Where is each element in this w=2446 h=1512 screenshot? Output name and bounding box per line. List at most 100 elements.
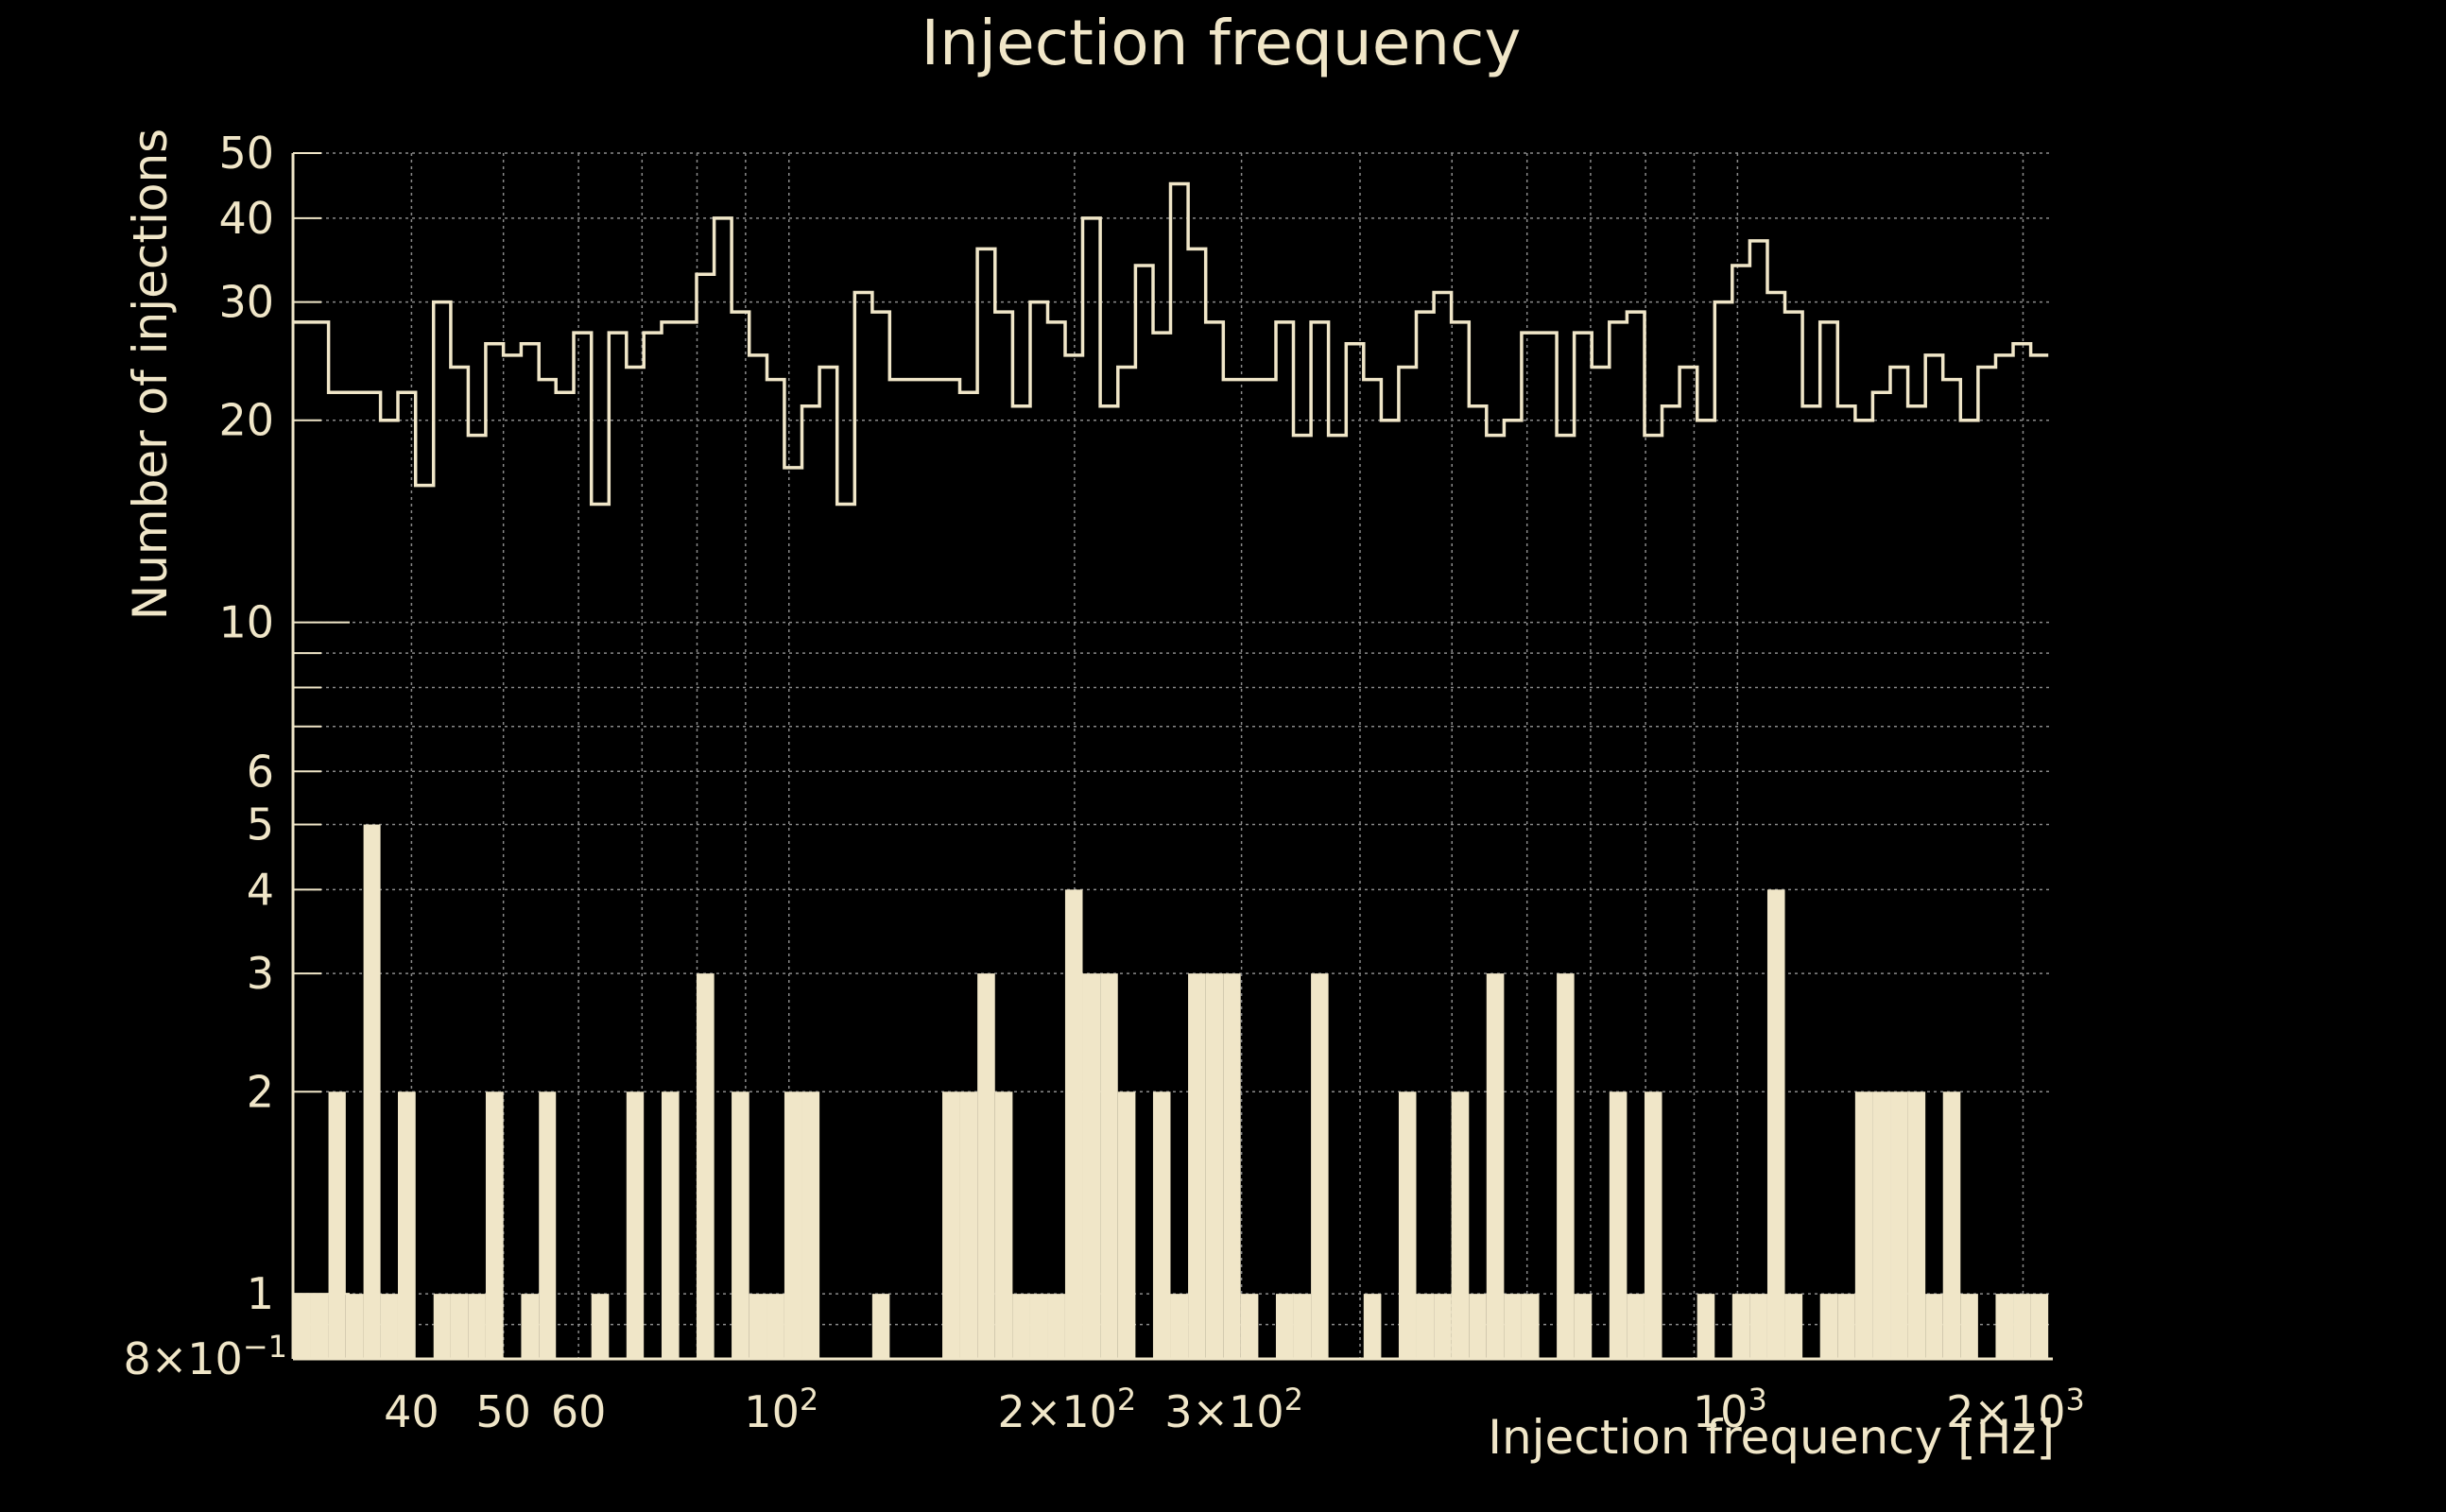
histogram-bar: [1363, 1294, 1382, 1359]
histogram-bar: [1574, 1294, 1593, 1359]
chart-title: Injection frequency: [922, 7, 1522, 79]
y-tick-labels: 8×10−1 1 2 3 4 56 10 20 30 40 50: [123, 128, 287, 1384]
histogram-bar: [1521, 1294, 1540, 1359]
x-tick-label: 50: [475, 1386, 531, 1437]
x-tick-label: 60: [551, 1386, 607, 1437]
axes: [291, 152, 2053, 1361]
histogram-bar: [749, 1294, 767, 1359]
step-line: [293, 181, 2049, 507]
histogram-bar: [626, 1091, 645, 1359]
histogram-bar: [1942, 1091, 1961, 1359]
y-tick-label: 8×10−1: [123, 1329, 287, 1384]
histogram-bar: [1064, 889, 1083, 1359]
histogram-bar: [1925, 1294, 1943, 1359]
y-tick-label: 20: [218, 395, 274, 446]
histogram-bar: [1152, 1091, 1171, 1359]
y-tick-label: 2: [247, 1066, 274, 1117]
x-tick-label: 40: [384, 1386, 439, 1437]
histogram-bar: [591, 1294, 610, 1359]
histogram-bar: [1960, 1294, 1978, 1359]
histogram-bar: [2030, 1294, 2049, 1359]
filled-histogram: [293, 824, 2049, 1359]
y-tick-label: 3: [247, 948, 274, 999]
histogram-bar: [363, 824, 381, 1359]
y-tick-label: 6: [247, 746, 274, 797]
histogram-bar: [661, 1091, 680, 1359]
histogram-bar: [959, 1091, 978, 1359]
y-tick-label: 1: [247, 1268, 274, 1319]
histogram-bar: [293, 1294, 311, 1359]
histogram-bar: [2013, 1294, 2031, 1359]
x-tick-label: 2×102: [998, 1382, 1137, 1437]
histogram-bar: [1170, 1294, 1189, 1359]
histogram-bar: [732, 1091, 749, 1359]
x-tick-label: 103: [1693, 1382, 1767, 1437]
histogram-bar: [310, 1294, 329, 1359]
histogram-bar: [1434, 1294, 1452, 1359]
histogram-bar: [485, 1091, 504, 1359]
histogram-bar: [1047, 1294, 1065, 1359]
x-tick-label: 3×102: [1164, 1382, 1303, 1437]
histogram-bar: [1854, 1091, 1873, 1359]
histogram-bar: [328, 1091, 346, 1359]
histogram-bar: [696, 973, 715, 1359]
histogram-bar: [1293, 1294, 1312, 1359]
histogram-bar: [1223, 973, 1241, 1359]
histogram-bar: [1398, 1091, 1417, 1359]
y-tick-label: 5: [247, 799, 274, 850]
x-tick-label: 102: [744, 1382, 818, 1437]
histogram-bar: [1275, 1294, 1294, 1359]
step-histogram: [293, 181, 2049, 507]
histogram-bar: [1995, 1294, 2014, 1359]
histogram-bar: [1837, 1294, 1855, 1359]
histogram-bar: [1117, 1091, 1136, 1359]
histogram-bar: [1188, 973, 1206, 1359]
x-axis-label: Injection frequency [Hz]: [1488, 1410, 2055, 1465]
y-tick-label: 10: [218, 597, 274, 648]
histogram-bar: [1819, 1294, 1838, 1359]
y-tick-label: 50: [218, 128, 274, 179]
histogram-bar: [994, 1091, 1013, 1359]
histogram-bar: [1240, 1294, 1259, 1359]
histogram-bar: [1029, 1294, 1048, 1359]
histogram-bar: [1784, 1294, 1803, 1359]
histogram-bar: [1890, 1091, 1908, 1359]
histogram-bar: [871, 1294, 890, 1359]
histogram-bar: [784, 1091, 802, 1359]
histogram-bar: [1100, 973, 1118, 1359]
histogram-bar: [1609, 1091, 1628, 1359]
histogram-bar: [468, 1294, 486, 1359]
histogram-bar: [1205, 973, 1224, 1359]
x-tick-labels: 40 50 60 102 2×102 3×102 103 2×103: [384, 1382, 2085, 1437]
histogram-bar: [801, 1091, 820, 1359]
histogram-bar: [345, 1294, 364, 1359]
y-tick-label: 30: [218, 277, 274, 328]
histogram-bar: [433, 1294, 451, 1359]
y-axis-label: Number of injections: [123, 129, 178, 620]
histogram-bar: [1012, 1294, 1030, 1359]
histogram-bar: [1697, 1294, 1715, 1359]
histogram-bar: [977, 973, 995, 1359]
histogram-bar: [1486, 973, 1505, 1359]
histogram-bar: [1504, 1294, 1522, 1359]
histogram-bar: [1644, 1091, 1662, 1359]
histogram-bar: [521, 1294, 540, 1359]
histogram-bar: [767, 1294, 784, 1359]
histogram-bar: [1557, 973, 1575, 1359]
histogram-bar: [1082, 973, 1101, 1359]
histogram-bar: [397, 1091, 416, 1359]
histogram-bar: [1749, 1294, 1767, 1359]
histogram-bar: [1311, 973, 1329, 1359]
histogram-bar: [1731, 1294, 1750, 1359]
histogram-bar: [1872, 1091, 1891, 1359]
y-tick-label: 40: [218, 193, 274, 244]
histogram-bar: [380, 1294, 398, 1359]
histogram-bar: [1451, 1091, 1470, 1359]
y-tick-label: 4: [247, 864, 274, 915]
histogram-bar: [539, 1091, 557, 1359]
histogram-bar: [450, 1294, 469, 1359]
histogram-bar: [1469, 1294, 1487, 1359]
histogram-bar: [942, 1091, 960, 1359]
histogram-bar: [1907, 1091, 1926, 1359]
